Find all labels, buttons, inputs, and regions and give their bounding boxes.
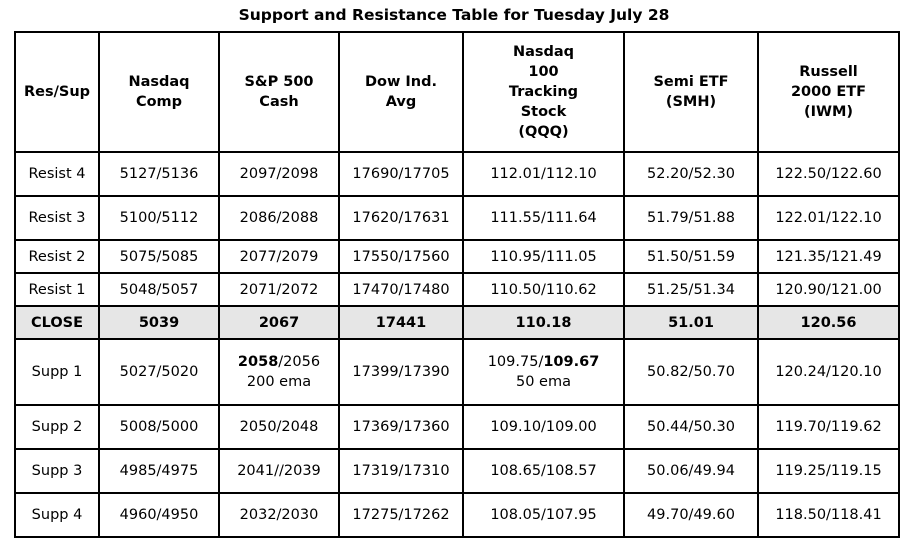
cell-qqq: 110.50/110.62	[462, 272, 625, 307]
row-label: Resist 3	[14, 195, 100, 241]
page-title: Support and Resistance Table for Tuesday…	[238, 6, 670, 24]
table-row-resist-2: Resist 2 5075/5085 2077/2079 17550/17560…	[14, 239, 900, 274]
cell-sp500: 2041//2039	[218, 448, 340, 494]
cell-dow: 17441	[338, 305, 464, 340]
cell-nasdaq-comp: 5027/5020	[98, 338, 220, 406]
qqq-supp1-levels: 109.75/109.67	[465, 352, 622, 372]
sp500-supp1-levels: 2058/2056	[221, 352, 337, 372]
cell-nasdaq-comp: 4985/4975	[98, 448, 220, 494]
table-row-resist-3: Resist 3 5100/5112 2086/2088 17620/17631…	[14, 195, 900, 241]
cell-sp500: 2067	[218, 305, 340, 340]
table-row-close: CLOSE 5039 2067 17441 110.18 51.01 120.5…	[14, 305, 900, 340]
header-dow-ind-avg: Dow Ind. Avg	[338, 31, 464, 153]
cell-nasdaq-comp: 5100/5112	[98, 195, 220, 241]
row-label: Supp 1	[14, 338, 100, 406]
cell-dow: 17399/17390	[338, 338, 464, 406]
cell-smh: 50.44/50.30	[623, 404, 759, 450]
row-label: Supp 2	[14, 404, 100, 450]
cell-qqq: 112.01/112.10	[462, 151, 625, 197]
cell-iwm: 120.90/121.00	[757, 272, 900, 307]
cell-smh: 50.06/49.94	[623, 448, 759, 494]
cell-nasdaq-comp: 5048/5057	[98, 272, 220, 307]
header-nasdaq-comp: Nasdaq Comp	[98, 31, 220, 153]
cell-nasdaq-comp: 5008/5000	[98, 404, 220, 450]
cell-qqq: 111.55/111.64	[462, 195, 625, 241]
cell-dow: 17620/17631	[338, 195, 464, 241]
table-row-supp-1: Supp 1 5027/5020 2058/2056 200 ema 17399…	[14, 338, 900, 406]
cell-sp500: 2050/2048	[218, 404, 340, 450]
cell-iwm: 119.25/119.15	[757, 448, 900, 494]
row-label: CLOSE	[14, 305, 100, 340]
support-resistance-table: Res/Sup Nasdaq Comp S&P 500 Cash Dow Ind…	[14, 31, 900, 538]
row-label: Resist 1	[14, 272, 100, 307]
cell-smh: 52.20/52.30	[623, 151, 759, 197]
table-row-resist-4: Resist 4 5127/5136 2097/2098 17690/17705…	[14, 151, 900, 197]
cell-sp500: 2058/2056 200 ema	[218, 338, 340, 406]
cell-dow: 17470/17480	[338, 272, 464, 307]
cell-iwm: 120.56	[757, 305, 900, 340]
header-qqq: Nasdaq 100 Tracking Stock (QQQ)	[462, 31, 625, 153]
header-sp500-cash: S&P 500 Cash	[218, 31, 340, 153]
table-row-resist-1: Resist 1 5048/5057 2071/2072 17470/17480…	[14, 272, 900, 307]
cell-nasdaq-comp: 5127/5136	[98, 151, 220, 197]
header-russell-etf: Russell 2000 ETF (IWM)	[757, 31, 900, 153]
row-label: Resist 4	[14, 151, 100, 197]
cell-dow: 17690/17705	[338, 151, 464, 197]
cell-iwm: 120.24/120.10	[757, 338, 900, 406]
qqq-supp1-rest: 109.75/	[487, 354, 544, 370]
cell-sp500: 2097/2098	[218, 151, 340, 197]
cell-smh: 51.79/51.88	[623, 195, 759, 241]
cell-qqq: 110.18	[462, 305, 625, 340]
table-row-supp-2: Supp 2 5008/5000 2050/2048 17369/17360 1…	[14, 404, 900, 450]
cell-sp500: 2032/2030	[218, 492, 340, 538]
cell-smh: 51.50/51.59	[623, 239, 759, 274]
cell-sp500: 2071/2072	[218, 272, 340, 307]
cell-dow: 17275/17262	[338, 492, 464, 538]
cell-iwm: 119.70/119.62	[757, 404, 900, 450]
header-row: Res/Sup Nasdaq Comp S&P 500 Cash Dow Ind…	[14, 31, 900, 153]
cell-dow: 17369/17360	[338, 404, 464, 450]
cell-smh: 51.01	[623, 305, 759, 340]
row-label: Supp 4	[14, 492, 100, 538]
sp500-supp1-bold: 2058	[237, 354, 279, 370]
cell-nasdaq-comp: 5039	[98, 305, 220, 340]
cell-qqq: 110.95/111.05	[462, 239, 625, 274]
row-label: Resist 2	[14, 239, 100, 274]
cell-nasdaq-comp: 4960/4950	[98, 492, 220, 538]
cell-smh: 50.82/50.70	[623, 338, 759, 406]
table-row-supp-3: Supp 3 4985/4975 2041//2039 17319/17310 …	[14, 448, 900, 494]
qqq-supp1-bold: 109.67	[543, 354, 600, 370]
cell-iwm: 122.01/122.10	[757, 195, 900, 241]
header-semi-etf: Semi ETF (SMH)	[623, 31, 759, 153]
sp500-supp1-note: 200 ema	[246, 374, 312, 390]
cell-smh: 51.25/51.34	[623, 272, 759, 307]
cell-iwm: 118.50/118.41	[757, 492, 900, 538]
cell-iwm: 122.50/122.60	[757, 151, 900, 197]
table-row-supp-4: Supp 4 4960/4950 2032/2030 17275/17262 1…	[14, 492, 900, 538]
cell-nasdaq-comp: 5075/5085	[98, 239, 220, 274]
cell-qqq: 109.10/109.00	[462, 404, 625, 450]
header-res-sup: Res/Sup	[14, 31, 100, 153]
sp500-supp1-rest: /2056	[278, 354, 321, 370]
cell-sp500: 2086/2088	[218, 195, 340, 241]
cell-dow: 17319/17310	[338, 448, 464, 494]
row-label: Supp 3	[14, 448, 100, 494]
cell-iwm: 121.35/121.49	[757, 239, 900, 274]
cell-dow: 17550/17560	[338, 239, 464, 274]
cell-smh: 49.70/49.60	[623, 492, 759, 538]
cell-sp500: 2077/2079	[218, 239, 340, 274]
cell-qqq: 108.65/108.57	[462, 448, 625, 494]
cell-qqq: 108.05/107.95	[462, 492, 625, 538]
cell-qqq: 109.75/109.67 50 ema	[462, 338, 625, 406]
qqq-supp1-note: 50 ema	[516, 374, 571, 390]
